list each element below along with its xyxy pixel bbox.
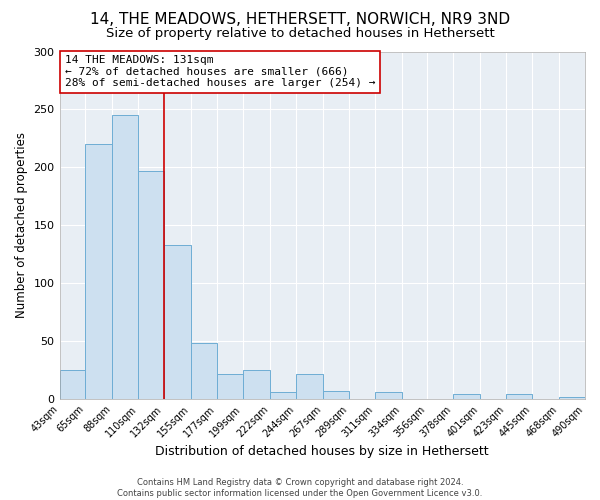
Bar xyxy=(164,245,191,399)
Bar xyxy=(191,344,217,399)
Bar xyxy=(217,374,243,399)
Y-axis label: Number of detached properties: Number of detached properties xyxy=(15,132,28,318)
Bar xyxy=(506,394,532,399)
Bar xyxy=(559,397,585,399)
Bar xyxy=(323,391,349,399)
Bar xyxy=(270,392,296,399)
Bar xyxy=(296,374,323,399)
Bar xyxy=(243,370,270,399)
Bar xyxy=(374,392,401,399)
Bar xyxy=(59,370,85,399)
Bar xyxy=(112,115,139,399)
Text: Contains HM Land Registry data © Crown copyright and database right 2024.
Contai: Contains HM Land Registry data © Crown c… xyxy=(118,478,482,498)
Bar xyxy=(139,171,164,399)
Text: 14 THE MEADOWS: 131sqm
← 72% of detached houses are smaller (666)
28% of semi-de: 14 THE MEADOWS: 131sqm ← 72% of detached… xyxy=(65,55,375,88)
Bar xyxy=(454,394,481,399)
Text: 14, THE MEADOWS, HETHERSETT, NORWICH, NR9 3ND: 14, THE MEADOWS, HETHERSETT, NORWICH, NR… xyxy=(90,12,510,28)
Bar xyxy=(85,144,112,399)
Text: Size of property relative to detached houses in Hethersett: Size of property relative to detached ho… xyxy=(106,28,494,40)
X-axis label: Distribution of detached houses by size in Hethersett: Distribution of detached houses by size … xyxy=(155,444,489,458)
